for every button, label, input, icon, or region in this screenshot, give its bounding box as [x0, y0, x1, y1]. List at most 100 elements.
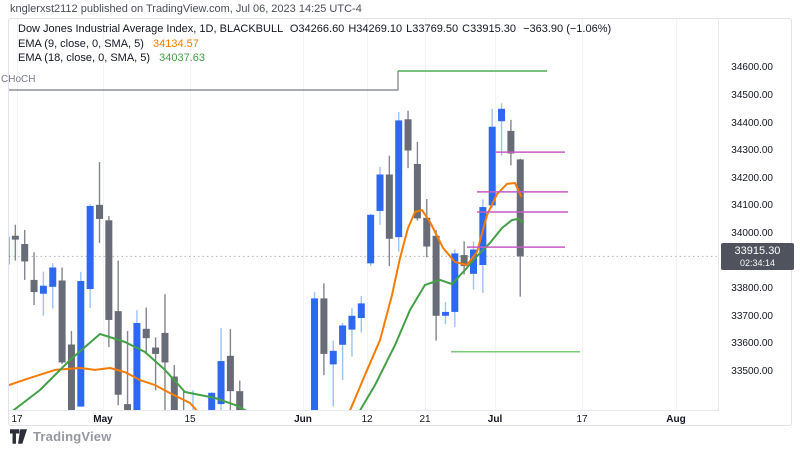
symbol-timeframe: 1D — [199, 23, 214, 35]
candle[interactable] — [190, 390, 197, 441]
candle[interactable] — [170, 364, 178, 446]
candle[interactable] — [367, 213, 375, 267]
bar-countdown-timer: 02:34:14 — [739, 257, 776, 268]
candle[interactable] — [441, 302, 449, 325]
candle[interactable] — [124, 330, 132, 450]
candle[interactable] — [161, 294, 169, 416]
publish-attribution: knglerxst2112 published on TradingView.c… — [10, 3, 362, 15]
y-axis-label: 33500.00 — [731, 366, 773, 377]
ema9-line — [9, 367, 198, 410]
x-axis-label: Aug — [666, 414, 686, 425]
candle[interactable] — [86, 204, 94, 309]
candle[interactable] — [142, 307, 150, 355]
candle[interactable] — [152, 337, 160, 391]
candle[interactable] — [376, 166, 384, 225]
tradingview-logo-text: TradingView — [33, 429, 112, 444]
candle[interactable] — [30, 252, 38, 306]
indicator-legend-row-ema18[interactable]: EMA (18, close, 0, SMA, 5) 34037.63 — [18, 52, 611, 66]
ohlc-pair: O34266.60 — [289, 23, 345, 35]
last-price-value: 33915.30 — [734, 244, 781, 257]
candle[interactable] — [339, 322, 347, 381]
ohlc-values: O34266.60 H34269.10 L33769.50 C33915.30 — [286, 23, 516, 35]
candle[interactable] — [21, 229, 29, 280]
tradingview-logo[interactable]: TradingView — [10, 429, 112, 444]
candle[interactable] — [3, 233, 10, 277]
ema9-label: EMA (9, close, 0, SMA, 5) — [18, 37, 144, 50]
candles-layer — [3, 103, 524, 450]
choch-line[interactable] — [0, 71, 399, 91]
ohlc-pair: L33769.50 — [406, 23, 459, 35]
candle[interactable] — [320, 283, 328, 376]
choch-annotation: CHoCH — [1, 74, 36, 85]
candle[interactable] — [385, 155, 393, 267]
tradingview-logo-icon — [10, 429, 27, 444]
candle[interactable] — [395, 111, 403, 252]
candle[interactable] — [413, 141, 421, 221]
candle[interactable] — [498, 103, 506, 156]
change-value: −363.90 (−1.06%) — [523, 23, 612, 35]
candle[interactable] — [11, 224, 19, 261]
plot-area[interactable] — [0, 19, 718, 450]
time-axis[interactable]: 17 May 15 Jun 12 21 Jul 17 Aug — [9, 411, 719, 427]
y-axis-label: 34600.00 — [731, 62, 773, 74]
candle[interactable] — [479, 199, 487, 293]
candle[interactable] — [105, 216, 113, 347]
candle[interactable] — [507, 119, 515, 166]
candle[interactable] — [236, 380, 244, 437]
candle[interactable] — [67, 330, 75, 444]
candle[interactable] — [208, 392, 216, 450]
y-axis-label: 34400.00 — [731, 117, 773, 129]
indicator-legend-row-ema9[interactable]: EMA (9, close, 0, SMA, 5) 34134.57 — [18, 38, 611, 52]
y-axis-label: 34200.00 — [731, 172, 773, 184]
price-axis[interactable]: 34600.00 34500.00 34400.00 34300.00 34200.00… — [719, 19, 799, 410]
candle[interactable] — [217, 328, 225, 415]
x-axis-label: Jun — [294, 414, 312, 425]
x-axis-label: 15 — [184, 414, 196, 425]
ema18-line — [12, 333, 247, 410]
symbol-exchange: BLACKBULL — [219, 23, 283, 35]
candle[interactable] — [329, 340, 337, 407]
x-axis-label: May — [93, 414, 113, 425]
symbol-legend-row[interactable]: Dow Jones Industrial Average Index, 1D, … — [18, 23, 612, 35]
candle[interactable] — [488, 108, 496, 209]
candle[interactable] — [114, 260, 122, 406]
symbol-name: Dow Jones Industrial Average Index — [18, 23, 194, 35]
y-axis-label: 34100.00 — [731, 200, 773, 212]
price-axis-separator — [718, 19, 719, 411]
candle[interactable] — [357, 295, 365, 333]
candle[interactable] — [311, 292, 319, 450]
time-axis-separator — [9, 410, 719, 411]
candle[interactable] — [470, 241, 477, 290]
candle[interactable] — [133, 310, 141, 438]
candle[interactable] — [58, 267, 66, 365]
last-price-badge: 33915.30 02:34:14 — [721, 242, 794, 270]
candle[interactable] — [49, 263, 57, 309]
ema18-label: EMA (18, close, 0, SMA, 5) — [18, 52, 151, 64]
candle[interactable] — [516, 158, 524, 297]
chart-legend: Dow Jones Industrial Average Index, 1D, … — [18, 23, 611, 67]
candle[interactable] — [404, 110, 412, 169]
candle[interactable] — [274, 446, 281, 450]
x-axis-label: 17 — [576, 414, 588, 425]
ohlc-pair: H34269.10 — [348, 23, 403, 35]
candle[interactable] — [96, 162, 103, 243]
ema9-value: 34134.57 — [153, 37, 199, 50]
ema18-line — [359, 217, 524, 410]
y-axis-label: 33700.00 — [731, 310, 773, 322]
x-axis-label: 17 — [11, 414, 23, 425]
candle[interactable] — [423, 199, 431, 258]
y-axis-label: 34300.00 — [731, 145, 773, 157]
candle[interactable] — [77, 271, 85, 407]
candle[interactable] — [460, 241, 468, 275]
y-axis-label: 33800.00 — [731, 283, 773, 295]
y-axis-label: 34000.00 — [731, 228, 773, 239]
ohlc-pair: C33915.30 — [462, 23, 517, 35]
candle[interactable] — [39, 271, 47, 316]
candle[interactable] — [432, 230, 440, 341]
x-axis-label: Jul — [487, 414, 503, 425]
candle[interactable] — [348, 308, 356, 357]
ema18-value: 34037.63 — [159, 52, 206, 64]
candle[interactable] — [226, 329, 234, 416]
